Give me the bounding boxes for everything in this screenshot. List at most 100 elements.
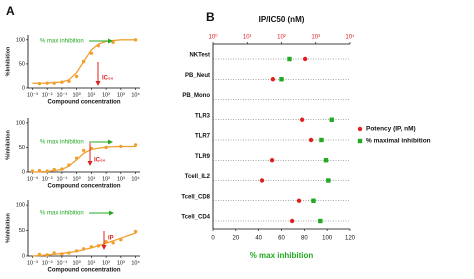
arrow-head bbox=[95, 81, 101, 86]
x-tick-label: 10² bbox=[102, 176, 110, 182]
x-tick-label: 40 bbox=[255, 236, 262, 242]
category-label: TLR9 bbox=[195, 154, 211, 160]
x-tick-label: 10⁰ bbox=[72, 91, 81, 98]
dot bbox=[296, 198, 302, 203]
panel-label: B bbox=[206, 10, 215, 24]
dot bbox=[319, 137, 324, 143]
panel-label: A bbox=[6, 4, 15, 18]
y-axis-label: %Inhibition bbox=[5, 46, 11, 76]
x-tick-label: 10⁰ bbox=[72, 175, 81, 182]
x2-tick-label: 10² bbox=[277, 35, 286, 41]
dot bbox=[270, 77, 276, 82]
dot bbox=[311, 198, 316, 203]
data-point bbox=[81, 148, 86, 153]
fit-curve bbox=[32, 39, 136, 84]
annotation: % max inhibition bbox=[40, 39, 84, 45]
x2-tick-label: 10⁴ bbox=[345, 34, 355, 41]
arrow-head bbox=[109, 210, 114, 216]
x-tick-label: 100 bbox=[322, 236, 333, 242]
x-tick-label: 10² bbox=[102, 260, 110, 266]
legend-label: % maximal inhibition bbox=[366, 138, 431, 145]
category-label: PB_Mono bbox=[182, 93, 210, 99]
x-tick-label: 10¹ bbox=[87, 260, 95, 266]
x-tick-label: 10³ bbox=[117, 92, 125, 98]
x-tick-label: 10³ bbox=[117, 176, 125, 182]
category-label: Tcell_CD4 bbox=[181, 215, 210, 221]
chart-title: IP/IC50 (nM) bbox=[259, 15, 305, 24]
annotation: IC₅₀ bbox=[94, 158, 106, 164]
x-tick-label: 10⁻¹ bbox=[56, 260, 67, 266]
x-tick-label: 20 bbox=[232, 236, 239, 242]
dot bbox=[323, 158, 329, 163]
category-label: PB_Neut bbox=[185, 73, 210, 79]
y-axis-label: %Inhibition bbox=[5, 130, 11, 160]
dot bbox=[329, 117, 334, 122]
dot bbox=[269, 158, 275, 163]
data-point bbox=[111, 241, 115, 245]
y-tick-label: 50 bbox=[19, 61, 25, 67]
annotation: IP bbox=[108, 236, 114, 242]
x-tick-label: 10⁻² bbox=[42, 92, 53, 98]
fit-curve bbox=[32, 145, 136, 173]
dot bbox=[302, 56, 308, 62]
x-tick-label: 10⁰ bbox=[72, 259, 81, 266]
y-tick-label: 100 bbox=[16, 203, 25, 209]
data-point bbox=[111, 40, 115, 44]
x2-tick-label: 10¹ bbox=[243, 35, 252, 41]
y-tick-label: 100 bbox=[16, 120, 25, 126]
x-tick-label: 80 bbox=[301, 236, 308, 242]
x-tick-label: 10⁻³ bbox=[27, 92, 38, 98]
y-tick-label: 100 bbox=[16, 37, 25, 43]
annotation: % max inhibition bbox=[40, 211, 84, 217]
dot bbox=[308, 137, 314, 143]
dot bbox=[287, 56, 292, 62]
x-tick-label: 0 bbox=[211, 236, 215, 242]
legend-marker bbox=[357, 126, 363, 132]
x-tick-label: 10⁻³ bbox=[27, 176, 38, 182]
x2-tick-label: 10⁰ bbox=[208, 34, 218, 41]
x-tick-label: 10¹ bbox=[87, 176, 95, 182]
dot bbox=[289, 218, 295, 224]
dot bbox=[326, 178, 331, 183]
arrow-head bbox=[101, 245, 107, 250]
arrow-head bbox=[108, 139, 113, 145]
dot bbox=[259, 178, 265, 183]
x-tick-label: 10⁻² bbox=[42, 176, 53, 182]
annotation: IC₅₀ bbox=[102, 76, 114, 82]
dot bbox=[318, 218, 323, 224]
legend-label: Potency (IP, nM) bbox=[366, 126, 416, 133]
annotation: % max inhibition bbox=[40, 140, 84, 146]
x-tick-label: 10⁻² bbox=[42, 260, 53, 266]
category-label: TLR7 bbox=[195, 134, 211, 140]
dot bbox=[279, 77, 284, 82]
x-tick-label: 10² bbox=[102, 92, 110, 98]
y-tick-label: 50 bbox=[19, 145, 25, 151]
fit-curve bbox=[32, 232, 136, 257]
y-tick-label: 0 bbox=[22, 169, 25, 175]
category-label: TLR3 bbox=[195, 113, 211, 119]
x-axis-label: Compound concentration bbox=[48, 184, 121, 190]
x-tick-label: 10³ bbox=[117, 260, 125, 266]
x-tick-label: 10⁴ bbox=[131, 259, 140, 266]
x-axis-label: Compound concentration bbox=[48, 268, 121, 274]
arrow-head bbox=[108, 38, 113, 44]
x-tick-label: 10⁴ bbox=[131, 91, 140, 98]
x-tick-label: 10⁻³ bbox=[27, 260, 38, 266]
data-point bbox=[74, 74, 79, 79]
arrow-head bbox=[87, 161, 93, 166]
category-label: Tcell_CD8 bbox=[181, 194, 210, 200]
dot bbox=[299, 117, 305, 122]
x2-tick-label: 10³ bbox=[311, 35, 320, 41]
x-axis-label: Compound concentration bbox=[48, 100, 121, 106]
category-label: NKTest bbox=[189, 53, 210, 59]
x-tick-label: 10⁻¹ bbox=[56, 176, 67, 182]
x-tick-label: 120 bbox=[345, 236, 356, 242]
y-tick-label: 50 bbox=[19, 228, 25, 234]
legend-marker bbox=[357, 138, 363, 144]
x-tick-label: 60 bbox=[278, 236, 285, 242]
category-label: Tcell_IL2 bbox=[185, 174, 211, 180]
y-tick-label: 0 bbox=[22, 85, 25, 91]
y-axis-label: %Inhibition bbox=[5, 213, 11, 243]
data-point bbox=[89, 51, 94, 56]
